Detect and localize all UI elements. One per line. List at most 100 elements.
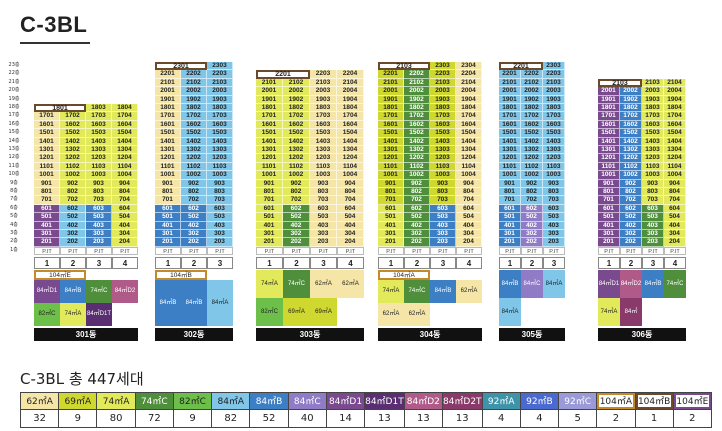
unit-cell[interactable]: 2101 <box>155 78 181 88</box>
unit-cell[interactable]: 1403 <box>543 137 565 146</box>
unit-cell[interactable]: 1501 <box>155 129 181 138</box>
unit-cell[interactable]: 402 <box>521 221 543 230</box>
unit-cell[interactable]: 2104 <box>337 78 364 88</box>
unit-cell[interactable]: 301 <box>378 230 404 239</box>
unit-cell[interactable]: 2104 <box>664 78 686 88</box>
unit-cell[interactable]: 1602 <box>181 120 207 130</box>
unit-cell[interactable]: 2003 <box>642 87 664 96</box>
unit-cell[interactable]: 703 <box>543 196 565 205</box>
unit-cell[interactable]: 1501 <box>499 129 521 138</box>
unit-cell[interactable]: 1202 <box>181 154 207 163</box>
unit-cell[interactable]: 1602 <box>60 120 86 130</box>
unit-cell[interactable]: 2103 <box>543 78 565 88</box>
unit-cell[interactable]: 1102 <box>181 162 207 172</box>
unit-cell[interactable]: 402 <box>60 221 86 230</box>
unit-cell[interactable]: 303 <box>642 230 664 239</box>
unit-cell[interactable]: 1804 <box>337 104 364 113</box>
unit-cell[interactable]: 701 <box>378 196 404 205</box>
unit-cell[interactable]: 902 <box>283 179 310 188</box>
unit-cell[interactable]: 1303 <box>543 146 565 155</box>
unit-cell[interactable]: 604 <box>456 204 482 214</box>
unit-cell[interactable]: 2001 <box>499 87 521 96</box>
unit-cell[interactable]: 601 <box>155 204 181 214</box>
unit-cell[interactable]: 2303 <box>543 62 565 71</box>
unit-cell[interactable]: 1103 <box>207 162 233 172</box>
unit-cell[interactable]: 1203 <box>543 154 565 163</box>
unit-cell[interactable]: 1201 <box>598 154 620 163</box>
unit-cell[interactable]: 801 <box>499 188 521 197</box>
unit-cell[interactable]: 203 <box>430 238 456 247</box>
unit-cell[interactable]: 1702 <box>620 112 642 121</box>
unit-cell[interactable]: 603 <box>430 204 456 214</box>
unit-cell[interactable]: 1103 <box>86 162 112 172</box>
unit-cell[interactable]: 2002 <box>283 87 310 96</box>
unit-cell[interactable]: 1402 <box>521 137 543 146</box>
unit-cell[interactable]: 702 <box>404 196 430 205</box>
unit-cell[interactable]: 601 <box>378 204 404 214</box>
unit-cell[interactable]: 701 <box>155 196 181 205</box>
unit-cell[interactable]: 2003 <box>430 87 456 96</box>
unit-cell[interactable]: 2204 <box>456 70 482 79</box>
unit-cell[interactable]: 803 <box>207 188 233 197</box>
unit-cell[interactable]: 302 <box>521 230 543 239</box>
unit-cell[interactable]: 1003 <box>430 171 456 180</box>
unit-cell[interactable]: 1004 <box>456 171 482 180</box>
unit-cell[interactable]: 1803 <box>310 104 337 113</box>
unit-cell[interactable]: 803 <box>430 188 456 197</box>
unit-cell[interactable]: 704 <box>664 196 686 205</box>
unit-cell[interactable]: 1301 <box>499 146 521 155</box>
unit-cell[interactable]: 2203 <box>430 70 456 79</box>
unit-cell[interactable]: 1602 <box>521 120 543 130</box>
unit-cell[interactable]: 304 <box>112 230 138 239</box>
unit-cell[interactable]: 502 <box>60 213 86 222</box>
unit-cell[interactable]: 1401 <box>378 137 404 146</box>
unit-cell[interactable]: 1501 <box>256 129 283 138</box>
unit-cell[interactable]: 201 <box>378 238 404 247</box>
unit-cell[interactable]: 701 <box>598 196 620 205</box>
unit-cell[interactable]: 903 <box>543 179 565 188</box>
unit-cell[interactable]: 1902 <box>404 95 430 104</box>
unit-cell[interactable]: 304 <box>456 230 482 239</box>
unit-cell[interactable]: 702 <box>60 196 86 205</box>
unit-cell[interactable]: 1204 <box>664 154 686 163</box>
unit-cell[interactable]: 1304 <box>112 146 138 155</box>
unit-cell[interactable]: 402 <box>181 221 207 230</box>
unit-cell[interactable]: 302 <box>283 230 310 239</box>
unit-cell[interactable]: 202 <box>404 238 430 247</box>
unit-cell[interactable]: 1102 <box>521 162 543 172</box>
unit-cell[interactable]: 1004 <box>664 171 686 180</box>
unit-cell[interactable]: 1803 <box>207 104 233 113</box>
unit-cell[interactable]: 1601 <box>499 120 521 130</box>
unit-cell[interactable]: 1302 <box>521 146 543 155</box>
unit-cell[interactable]: 902 <box>404 179 430 188</box>
unit-cell[interactable]: 301 <box>256 230 283 239</box>
unit-cell[interactable]: 604 <box>112 204 138 214</box>
unit-cell[interactable]: 501 <box>34 213 60 222</box>
unit-cell[interactable]: 1301 <box>34 146 60 155</box>
unit-cell[interactable]: 802 <box>283 188 310 197</box>
penthouse-cell[interactable]: 2301 <box>155 62 207 71</box>
unit-cell[interactable]: 2203 <box>207 70 233 79</box>
unit-cell[interactable]: 1601 <box>598 120 620 130</box>
unit-cell[interactable]: 1002 <box>521 171 543 180</box>
unit-cell[interactable]: 701 <box>256 196 283 205</box>
unit-cell[interactable]: 1904 <box>456 95 482 104</box>
unit-cell[interactable]: 2102 <box>181 78 207 88</box>
unit-cell[interactable]: 2003 <box>543 87 565 96</box>
unit-cell[interactable]: 501 <box>499 213 521 222</box>
unit-cell[interactable]: 1802 <box>521 104 543 113</box>
unit-cell[interactable]: 203 <box>207 238 233 247</box>
unit-cell[interactable]: 1903 <box>543 95 565 104</box>
unit-cell[interactable]: 401 <box>598 221 620 230</box>
unit-cell[interactable]: 1601 <box>378 120 404 130</box>
unit-cell[interactable]: 401 <box>155 221 181 230</box>
unit-cell[interactable]: 904 <box>112 179 138 188</box>
unit-cell[interactable]: 703 <box>207 196 233 205</box>
unit-cell[interactable]: 1901 <box>499 95 521 104</box>
unit-cell[interactable]: 1802 <box>620 104 642 113</box>
unit-cell[interactable]: 2002 <box>521 87 543 96</box>
unit-cell[interactable]: 403 <box>430 221 456 230</box>
unit-cell[interactable]: 1702 <box>521 112 543 121</box>
unit-cell[interactable]: 1901 <box>378 95 404 104</box>
unit-cell[interactable]: 203 <box>86 238 112 247</box>
